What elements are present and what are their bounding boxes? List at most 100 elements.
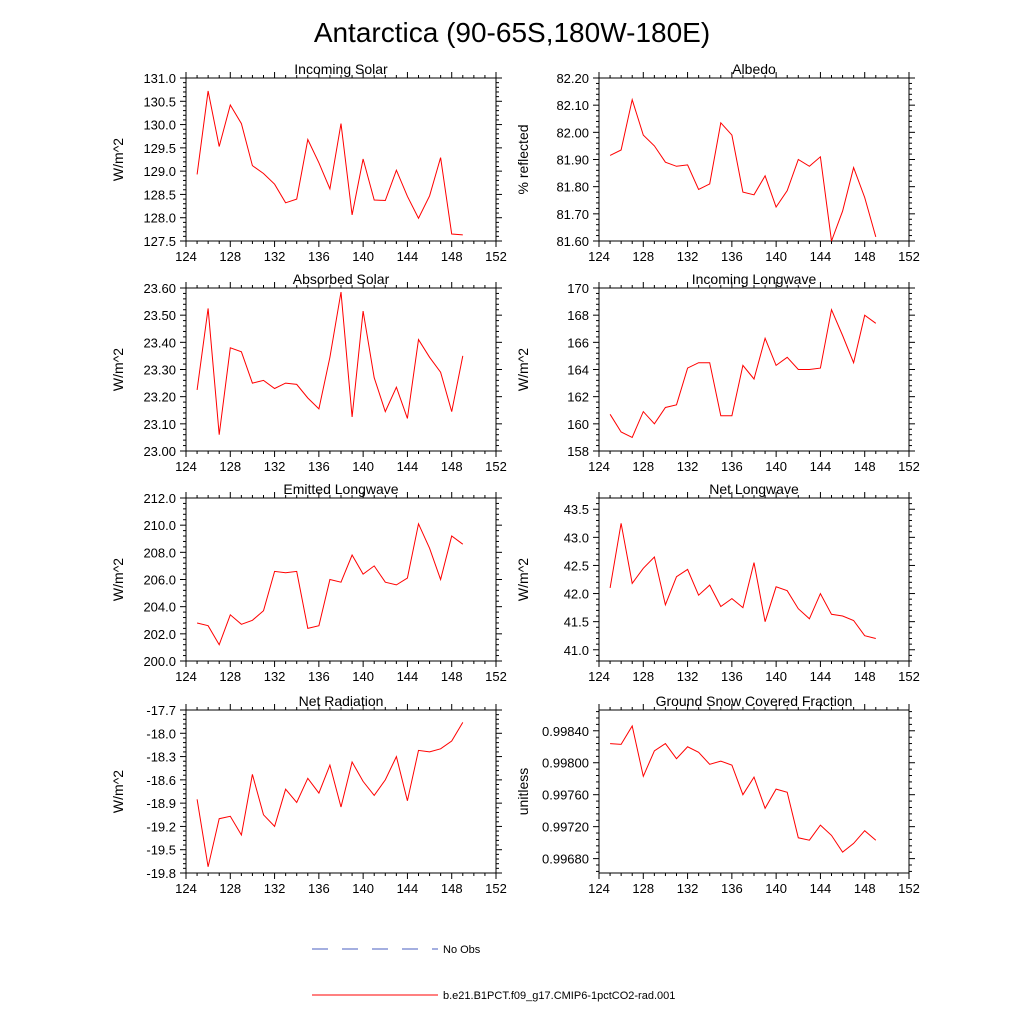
y-axis-label: W/m^2 [110, 770, 126, 813]
x-tick-label: 140 [765, 881, 787, 896]
y-tick-label: 81.70 [556, 207, 589, 222]
x-tick-label: 136 [721, 249, 743, 264]
y-tick-label: 164 [567, 363, 589, 378]
x-tick-label: 140 [765, 249, 787, 264]
series-line [196, 90, 463, 236]
panels: Incoming Solar 124 128 132 136 140 144 148 152 12… [110, 61, 920, 896]
y-tick-label: 0.99800 [542, 756, 589, 771]
y-tick-label: 130.5 [143, 94, 176, 109]
y-tick-label: -18.9 [146, 796, 176, 811]
series-line [609, 308, 877, 439]
panel-ground-snow-covered-fraction: Ground Snow Covered Fraction 124 128 132 136… [515, 693, 920, 896]
y-axis-label: W/m^2 [110, 138, 126, 181]
x-tick-label: 128 [219, 881, 241, 896]
y-tick-label: -18.0 [146, 726, 176, 741]
y-tick-label: 131.0 [143, 71, 176, 86]
y-tick-label: 127.5 [143, 234, 176, 249]
x-tick-label: 148 [854, 669, 876, 684]
panel-title: Albedo [732, 61, 776, 77]
y-tick-label: 43.5 [564, 502, 589, 517]
y-tick-label: -17.7 [146, 703, 176, 718]
x-tick-label: 148 [854, 881, 876, 896]
y-axis-label: W/m^2 [515, 348, 531, 391]
x-tick-label: 148 [854, 249, 876, 264]
x-tick-label: 148 [441, 459, 463, 474]
y-tick-label: 202.0 [143, 627, 176, 642]
x-tick-label: 136 [308, 459, 330, 474]
x-tick-label: 124 [175, 459, 197, 474]
plot-frame [598, 497, 910, 662]
y-axis-label: unitless [515, 768, 531, 815]
x-tick-label: 140 [765, 459, 787, 474]
x-tick-label: 136 [721, 459, 743, 474]
x-tick-label: 144 [810, 459, 832, 474]
y-tick-label: 23.40 [143, 335, 176, 350]
y-tick-label: 82.00 [556, 125, 589, 140]
x-tick-label: 136 [308, 881, 330, 896]
series-line [196, 292, 464, 435]
x-tick-label: 152 [898, 669, 920, 684]
x-tick-label: 132 [677, 881, 699, 896]
x-tick-label: 128 [219, 669, 241, 684]
x-tick-label: 144 [397, 669, 419, 684]
x-tick-label: 124 [588, 249, 610, 264]
panel-net-radiation: Net Radiation 124 128 132 136 140 144 148 152 -19… [110, 693, 507, 896]
y-tick-label: 23.60 [143, 281, 176, 296]
y-tick-label: 166 [567, 335, 589, 350]
y-tick-label: 162 [567, 390, 589, 405]
x-tick-label: 132 [264, 249, 286, 264]
y-tick-label: 0.99720 [542, 820, 589, 835]
panel-net-longwave: Net Longwave 124 128 132 136 140 144 148 152 41.0… [515, 481, 920, 684]
y-tick-label: 206.0 [143, 573, 176, 588]
panel-albedo: Albedo 124 128 132 136 140 144 148 152 81.60 81.70… [515, 61, 920, 264]
y-axis-label: W/m^2 [110, 558, 126, 601]
y-tick-label: 81.60 [556, 234, 589, 249]
y-tick-label: 23.20 [143, 390, 176, 405]
y-tick-label: -18.6 [146, 773, 176, 788]
legend-label-model: b.e21.B1PCT.f09_g17.CMIP6-1pctCO2-rad.00… [443, 990, 675, 1002]
y-tick-label: 41.5 [564, 615, 589, 630]
x-tick-label: 140 [352, 249, 374, 264]
x-tick-label: 136 [308, 249, 330, 264]
x-tick-label: 136 [721, 669, 743, 684]
y-tick-label: 0.99840 [542, 724, 589, 739]
x-tick-label: 124 [175, 669, 197, 684]
x-tick-label: 148 [441, 881, 463, 896]
series-line [609, 97, 877, 242]
x-tick-label: 128 [632, 669, 654, 684]
y-tick-label: 81.90 [556, 153, 589, 168]
x-tick-label: 136 [308, 669, 330, 684]
y-tick-label: 212.0 [143, 491, 176, 506]
x-tick-label: 148 [854, 459, 876, 474]
y-tick-label: 81.80 [556, 180, 589, 195]
x-tick-label: 128 [632, 459, 654, 474]
panel-incoming-longwave: Incoming Longwave 124 128 132 136 140 144 148 15… [515, 271, 920, 474]
x-tick-label: 144 [397, 459, 419, 474]
y-tick-label: -19.2 [146, 819, 176, 834]
y-tick-label: 200.0 [143, 654, 176, 669]
y-tick-label: 168 [567, 308, 589, 323]
y-tick-label: 128.5 [143, 187, 176, 202]
x-tick-label: 144 [810, 669, 832, 684]
y-tick-label: 82.20 [556, 71, 589, 86]
panel-absorbed-solar: Absorbed Solar 124 128 132 136 140 144 148 152 23… [110, 271, 507, 474]
x-tick-label: 144 [397, 249, 419, 264]
x-tick-label: 128 [632, 249, 654, 264]
x-tick-label: 140 [352, 669, 374, 684]
panel-incoming-solar: Incoming Solar 124 128 132 136 140 144 148 152 12… [110, 61, 507, 264]
x-tick-label: 144 [397, 881, 419, 896]
y-tick-label: -19.8 [146, 866, 176, 881]
y-tick-label: 23.30 [143, 363, 176, 378]
y-tick-label: 129.5 [143, 141, 176, 156]
x-tick-label: 128 [219, 249, 241, 264]
series-line [196, 522, 464, 646]
x-tick-label: 152 [485, 669, 507, 684]
x-tick-label: 144 [810, 881, 832, 896]
panel-emitted-longwave: Emitted Longwave 124 128 132 136 140 144 148 152… [110, 481, 507, 684]
y-axis-label: W/m^2 [515, 558, 531, 601]
y-tick-label: 41.0 [564, 643, 589, 658]
x-tick-label: 148 [441, 669, 463, 684]
plot-frame [598, 709, 910, 874]
x-tick-label: 144 [810, 249, 832, 264]
x-tick-label: 128 [219, 459, 241, 474]
